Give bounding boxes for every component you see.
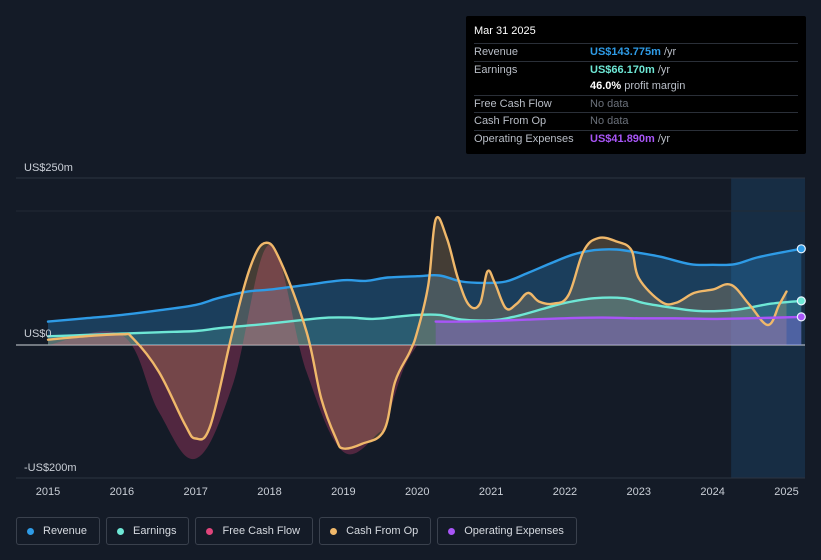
tooltip-row: Revenue US$143.775m/yr: [474, 43, 798, 61]
legend-dot-icon: [27, 527, 34, 535]
x-tick-label: 2019: [331, 486, 355, 498]
area-free-cash-flow: [48, 244, 418, 460]
legend-dot-icon: [206, 527, 214, 535]
x-tick-label: 2017: [183, 486, 207, 498]
tooltip-value: US$41.890m: [590, 132, 655, 145]
tooltip-value: No data: [590, 97, 629, 110]
endpoint-earnings: [796, 296, 806, 306]
endpoint-revenue: [796, 244, 806, 254]
tooltip-value: US$66.170m: [590, 63, 655, 76]
tooltip-unit: /yr: [657, 132, 671, 145]
x-tick-label: 2022: [553, 486, 577, 498]
legend-label: Revenue: [43, 525, 88, 537]
tooltip-unit: profit margin: [624, 80, 686, 93]
legend-item-revenue[interactable]: Revenue: [16, 517, 101, 545]
tooltip-row: 46.0% profit margin: [474, 78, 798, 95]
forecast-region: [731, 178, 805, 478]
tooltip-row: Operating Expenses US$41.890m/yr: [474, 129, 798, 148]
area-earnings: [48, 297, 802, 345]
legend-label: Operating Expenses: [464, 525, 564, 537]
legend-dot-icon: [448, 527, 456, 535]
tooltip-label: Revenue: [474, 46, 519, 59]
line-operating-expenses: [434, 315, 803, 323]
legend-label: Free Cash Flow: [222, 525, 301, 537]
x-tick-label: 2015: [36, 486, 60, 498]
x-tick-label: 2023: [627, 486, 651, 498]
tooltip-label: Cash From Op: [474, 115, 547, 128]
tooltip-value: 46.0%: [590, 80, 622, 93]
line-earnings: [46, 296, 803, 338]
legend-item-free-cash-flow[interactable]: Free Cash Flow: [195, 517, 314, 545]
tooltip-row: Cash From Op No data: [474, 112, 798, 130]
x-tick-label: 2025: [774, 486, 798, 498]
tooltip-label: Free Cash Flow: [474, 97, 552, 110]
legend-item-earnings[interactable]: Earnings: [106, 517, 190, 545]
x-tick-label: 2021: [479, 486, 503, 498]
x-tick-label: 2016: [110, 486, 134, 498]
legend-dot-icon: [330, 527, 338, 535]
y-tick-label: -US$200m: [24, 462, 77, 474]
tooltip-row: Earnings US$66.170m/yr: [474, 60, 798, 79]
tooltip-date: Mar 31 2025: [474, 25, 536, 37]
legend-label: Cash From Op: [346, 525, 419, 537]
legend-item-cash-from-op[interactable]: Cash From Op: [319, 517, 432, 545]
tooltip-label: Operating Expenses: [474, 132, 574, 145]
y-tick-label: US$250m: [24, 162, 73, 174]
chart-legend: Revenue Earnings Free Cash Flow Cash From O…: [16, 517, 577, 545]
legend-label: Earnings: [133, 525, 177, 537]
data-tooltip: Mar 31 2025 Revenue US$143.775m/yr Earning…: [466, 16, 806, 154]
area-operating-expenses: [435, 316, 802, 345]
tooltip-value: US$143.775m: [590, 46, 661, 59]
line-revenue: [46, 247, 803, 323]
tooltip-unit: /yr: [657, 63, 671, 76]
tooltip-label: Earnings: [474, 63, 518, 76]
tooltip-value: No data: [590, 115, 629, 128]
x-tick-label: 2018: [257, 486, 281, 498]
y-tick-label: US$0: [24, 328, 52, 340]
line-cash-from-op: [46, 216, 788, 450]
x-tick-label: 2024: [700, 486, 724, 498]
endpoint-operating-expenses: [796, 312, 806, 322]
tooltip-unit: /yr: [663, 46, 677, 59]
legend-dot-icon: [117, 527, 125, 535]
tooltip-row: Free Cash Flow No data: [474, 94, 798, 113]
legend-item-operating-expenses[interactable]: Operating Expenses: [437, 517, 577, 545]
x-tick-label: 2020: [405, 486, 429, 498]
